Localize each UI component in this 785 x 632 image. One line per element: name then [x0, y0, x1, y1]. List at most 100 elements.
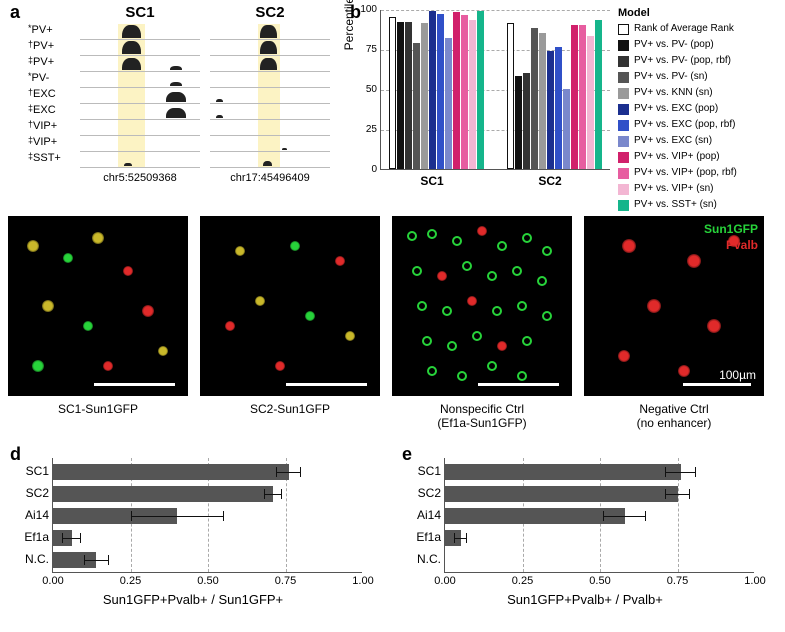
error-bar [603, 508, 646, 524]
legend-item: PV+ vs. SST+ (sn) [618, 198, 778, 212]
highlight [258, 72, 280, 87]
track-label: †EXC [28, 88, 72, 100]
track-box [80, 104, 200, 120]
error-bar [264, 486, 283, 502]
y-tick: 75 [353, 44, 377, 55]
legend-text: PV+ vs. PV- (pop) [634, 38, 714, 52]
bar-chart: 0255075100SC1SC2 [380, 10, 610, 170]
hbar-label: SC2 [403, 486, 441, 500]
cell [517, 301, 527, 311]
legend-text: PV+ vs. SST+ (sn) [634, 198, 717, 212]
scale-bar [683, 383, 751, 386]
signal-peak [124, 163, 131, 166]
legend-swatch [618, 152, 629, 163]
scale-text: 100µm [719, 368, 756, 382]
scale-bar [94, 383, 175, 386]
sc2-title: SC2 [210, 4, 330, 21]
bar [413, 43, 420, 169]
highlight [118, 152, 144, 167]
bar [579, 25, 586, 169]
cell [487, 361, 497, 371]
hbar-label: SC1 [11, 464, 49, 478]
bar [563, 89, 570, 169]
highlight [118, 72, 144, 87]
signal-peak [260, 25, 277, 38]
x-tick: 0.50 [585, 575, 615, 587]
bar [397, 22, 404, 169]
cell [83, 321, 93, 331]
track-label: †PV+ [28, 40, 72, 52]
hbar-label: Ai14 [403, 508, 441, 522]
microscopy-image [8, 216, 188, 396]
bar [595, 20, 602, 169]
track-row: ‡SST+ [8, 152, 338, 168]
hbar-label: Ai14 [11, 508, 49, 522]
track-label: ‡PV+ [28, 56, 72, 68]
legend-item: PV+ vs. PV- (pop) [618, 38, 778, 52]
legend-text: PV+ vs. PV- (pop, rbf) [634, 54, 731, 68]
track-box [210, 40, 330, 56]
legend-item: PV+ vs. KNN (sn) [618, 86, 778, 100]
legend-swatch [618, 40, 629, 51]
legend-item: PV+ vs. VIP+ (sn) [618, 182, 778, 196]
signal-peak [216, 115, 223, 118]
track-box [80, 136, 200, 152]
cell [487, 271, 497, 281]
cell [427, 229, 437, 239]
scale-bar [478, 383, 559, 386]
cell [32, 360, 44, 372]
cell [452, 236, 462, 246]
legend-swatch [618, 168, 629, 179]
y-tick: 50 [353, 84, 377, 95]
cell [345, 331, 355, 341]
cell [622, 239, 636, 253]
legend-text: Rank of Average Rank [634, 22, 734, 36]
y-axis-label: Percentile Rank [342, 0, 356, 88]
cell [522, 233, 532, 243]
bar [587, 36, 594, 169]
bar [405, 22, 412, 169]
track-row: ‡VIP+ [8, 136, 338, 152]
scale-bar [286, 383, 367, 386]
panel-c: SC1-Sun1GFPSC2-Sun1GFPNonspecific Ctrl(E… [8, 212, 778, 432]
legend-item: PV+ vs. EXC (pop, rbf) [618, 118, 778, 132]
bar [421, 23, 428, 169]
x-tick: 0.00 [430, 575, 460, 587]
cell [407, 231, 417, 241]
hbar-chart-d: 0.000.250.500.751.00SC1SC2Ai14Ef1aN.C. [52, 458, 362, 573]
highlight [118, 104, 144, 119]
highlight [258, 88, 280, 103]
panel-e: 0.000.250.500.751.00SC1SC2Ai14Ef1aN.C. S… [400, 450, 770, 620]
signal-peak [170, 66, 182, 70]
cell [437, 271, 447, 281]
signal-peak [166, 92, 185, 102]
panel-a: SC1 SC2 *PV+†PV+‡PV+*PV-†EXC‡EXC†VIP+‡VI… [8, 6, 338, 186]
cell [442, 306, 452, 316]
microscopy-image [392, 216, 572, 396]
track-box [80, 56, 200, 72]
cell [472, 331, 482, 341]
signal-peak [263, 161, 273, 166]
cell [517, 371, 527, 381]
track-row: *PV- [8, 72, 338, 88]
track-label: ‡SST+ [28, 152, 72, 164]
legend-text: PV+ vs. EXC (pop) [634, 102, 718, 116]
hbar [53, 464, 289, 480]
bar [437, 14, 444, 169]
signal-peak [166, 108, 185, 118]
panel-d-xlabel: Sun1GFP+Pvalb+ / Sun1GFP+ [8, 592, 378, 607]
cell [512, 266, 522, 276]
legend-text: PV+ vs. EXC (pop, rbf) [634, 118, 735, 132]
legend-swatch [618, 72, 629, 83]
microscopy-label: Negative Ctrl(no enhancer) [584, 402, 764, 430]
track-box [210, 136, 330, 152]
bar [429, 11, 436, 169]
legend-text: PV+ vs. PV- (sn) [634, 70, 708, 84]
x-tick: 0.25 [116, 575, 146, 587]
cell [27, 240, 39, 252]
track-label: ‡EXC [28, 104, 72, 116]
x-group-label: SC2 [502, 174, 598, 188]
cell [618, 350, 630, 362]
signal-peak [170, 82, 182, 86]
track-label: *PV- [28, 72, 72, 84]
